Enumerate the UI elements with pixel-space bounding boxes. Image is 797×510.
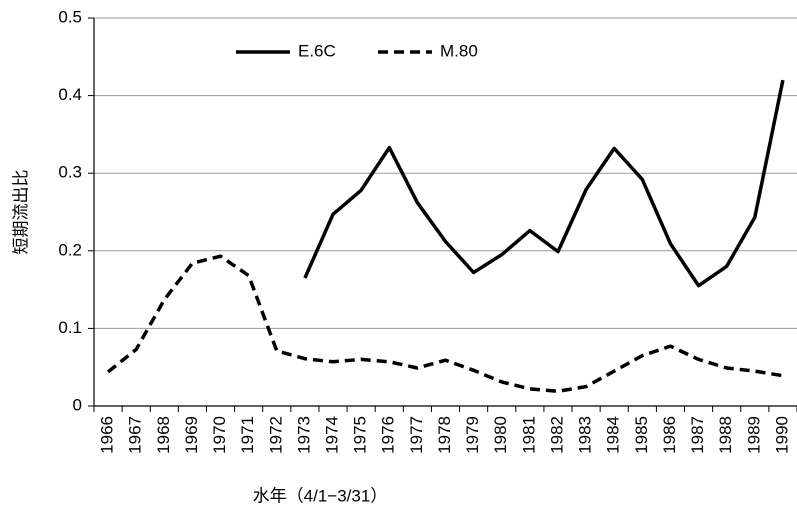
y-tick-label: 0.5	[58, 7, 82, 26]
x-tick-label: 1980	[491, 416, 510, 454]
x-tick-label: 1987	[688, 416, 707, 454]
x-tick-label: 1973	[294, 416, 313, 454]
x-tick-label: 1981	[519, 416, 538, 454]
y-tick-label: 0.1	[58, 318, 82, 337]
legend-label: E.6C	[298, 41, 336, 60]
x-tick-label: 1974	[323, 416, 342, 454]
x-tick-label: 1976	[379, 416, 398, 454]
x-tick-label: 1986	[660, 416, 679, 454]
series-line	[107, 254, 784, 394]
x-tick-label: 1972	[266, 416, 285, 454]
series-line	[303, 79, 785, 288]
y-tick-label: 0.2	[58, 240, 82, 259]
x-tick-label: 1984	[604, 416, 623, 454]
x-tick-label: 1990	[772, 416, 791, 454]
x-tick-label: 1975	[351, 416, 370, 454]
x-tick-label: 1970	[210, 416, 229, 454]
y-tick-label: 0.3	[58, 163, 82, 182]
x-tick-label: 1989	[744, 416, 763, 454]
y-tick-label: 0.4	[58, 85, 82, 104]
x-tick-label: 1971	[238, 416, 257, 454]
y-axis-label: 短期流出比	[11, 170, 30, 255]
x-tick-label: 1979	[463, 416, 482, 454]
x-tick-label: 1977	[407, 416, 426, 454]
x-tick-label: 1983	[576, 416, 595, 454]
x-tick-label: 1969	[182, 416, 201, 454]
legend-label: M.80	[440, 41, 478, 60]
y-tick-label: 0	[73, 395, 82, 414]
x-tick-label: 1988	[716, 416, 735, 454]
x-tick-label: 1967	[126, 416, 145, 454]
x-tick-label: 1966	[98, 416, 117, 454]
x-tick-label: 1978	[435, 416, 454, 454]
x-tick-label: 1968	[154, 416, 173, 454]
x-axis-label: 水年（4/1−3/31）	[253, 486, 388, 505]
x-tick-label: 1985	[632, 416, 651, 454]
x-tick-label: 1982	[547, 416, 566, 454]
